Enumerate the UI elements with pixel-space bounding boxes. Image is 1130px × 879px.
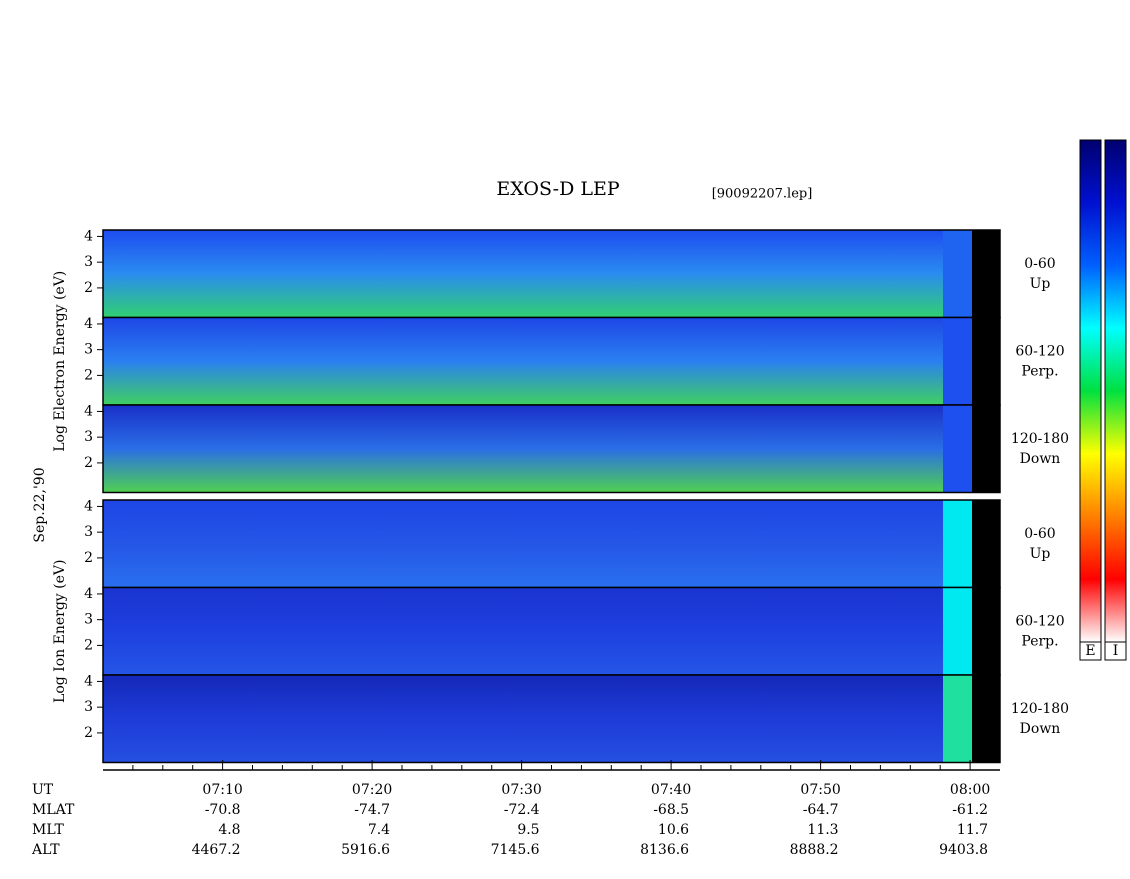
spectrogram-panel (103, 500, 943, 588)
pitch-angle-sublabel: Perp. (1021, 633, 1058, 649)
orbit-value: 8136.6 (640, 842, 689, 858)
y-tick-label: 2 (84, 637, 93, 653)
panel-frame (102, 404, 1001, 494)
spectrogram-panel (103, 230, 943, 318)
file-name: [90092207.lep] (712, 187, 813, 202)
blank-strip (972, 317, 1000, 405)
colorbar-label: E (1085, 643, 1095, 659)
pitch-angle-label: 120-180 (1011, 701, 1069, 717)
orbit-value: 4467.2 (192, 842, 241, 858)
orbit-value: 9403.8 (939, 842, 988, 858)
x-tick-label: 07:10 (202, 782, 242, 798)
y-tick-label: 4 (84, 498, 93, 514)
calibration-strip (943, 405, 972, 493)
x-tick-label: 08:00 (950, 782, 990, 798)
y-tick-label: 4 (84, 228, 93, 244)
spectrogram-panel (103, 405, 943, 493)
colorbar-label-box (1079, 641, 1102, 661)
orbit-value: 7.4 (368, 822, 390, 838)
y-axis-label: Log Ion Energy (eV) (52, 560, 68, 703)
orbit-row-name: ALT (31, 842, 60, 858)
colorbar-label: I (1113, 643, 1119, 659)
y-tick-label: 4 (84, 316, 93, 332)
y-tick-label: 3 (84, 612, 93, 628)
pitch-angle-sublabel: Up (1030, 276, 1051, 292)
pitch-angle-label: 120-180 (1011, 431, 1069, 447)
orbit-value: -61.2 (952, 802, 988, 818)
y-tick-label: 4 (84, 673, 93, 689)
calibration-strip (943, 587, 972, 675)
pitch-angle-sublabel: Perp. (1021, 363, 1058, 379)
spectrogram-panel (103, 675, 943, 763)
y-tick-label: 4 (84, 586, 93, 602)
colorbar (1104, 139, 1127, 643)
x-tick-label: 07:20 (352, 782, 392, 798)
pitch-angle-sublabel: Up (1030, 546, 1051, 562)
pitch-angle-label: 0-60 (1024, 526, 1055, 542)
x-tick-label: 07:50 (800, 782, 840, 798)
spectrogram-panel (103, 587, 943, 675)
pitch-angle-sublabel: Down (1020, 721, 1061, 737)
blank-strip (972, 405, 1000, 493)
calibration-strip (943, 317, 972, 405)
y-tick-label: 4 (84, 403, 93, 419)
x-tick-label: 07:40 (651, 782, 691, 798)
blank-strip (972, 230, 1000, 318)
date-label: Sep.22,'90 (32, 467, 48, 542)
orbit-value: 11.3 (807, 822, 838, 838)
calibration-strip (943, 675, 972, 763)
orbit-value: -70.8 (205, 802, 241, 818)
y-tick-label: 2 (84, 550, 93, 566)
y-tick-label: 2 (84, 367, 93, 383)
orbit-value: 10.6 (658, 822, 689, 838)
pitch-angle-label: 60-120 (1015, 613, 1064, 629)
x-tick-label: 07:30 (501, 782, 541, 798)
y-tick-label: 3 (84, 254, 93, 270)
orbit-value: -68.5 (653, 802, 689, 818)
orbit-value: 9.5 (517, 822, 539, 838)
orbit-row-name: MLT (32, 822, 64, 838)
blank-strip (972, 675, 1000, 763)
y-tick-label: 3 (84, 429, 93, 445)
orbit-row-name: MLAT (32, 802, 75, 818)
pitch-angle-sublabel: Down (1020, 451, 1061, 467)
colorbar (1079, 139, 1102, 643)
panel-frame (102, 674, 1001, 764)
y-tick-label: 2 (84, 280, 93, 296)
orbit-value: 11.7 (957, 822, 988, 838)
orbit-value: 5916.6 (341, 842, 390, 858)
y-axis-label: Log Electron Energy (eV) (52, 271, 68, 452)
chart-title: EXOS-D LEP (496, 178, 620, 200)
calibration-strip (943, 500, 972, 588)
y-tick-label: 2 (84, 725, 93, 741)
orbit-value: 7145.6 (491, 842, 540, 858)
orbit-value: 8888.2 (790, 842, 839, 858)
pitch-angle-label: 60-120 (1015, 343, 1064, 359)
y-tick-label: 3 (84, 699, 93, 715)
calibration-strip (943, 230, 972, 318)
pitch-angle-label: 0-60 (1024, 256, 1055, 272)
y-tick-label: 2 (84, 455, 93, 471)
orbit-value: -72.4 (504, 802, 540, 818)
orbit-value: 4.8 (218, 822, 240, 838)
y-tick-label: 3 (84, 342, 93, 358)
time-label: UT (32, 782, 54, 798)
colorbar-label-box (1104, 641, 1127, 661)
y-tick-label: 3 (84, 524, 93, 540)
spectrogram-panel (103, 317, 943, 405)
orbit-value: -74.7 (354, 802, 390, 818)
orbit-value: -64.7 (803, 802, 839, 818)
blank-strip (972, 500, 1000, 588)
blank-strip (972, 587, 1000, 675)
